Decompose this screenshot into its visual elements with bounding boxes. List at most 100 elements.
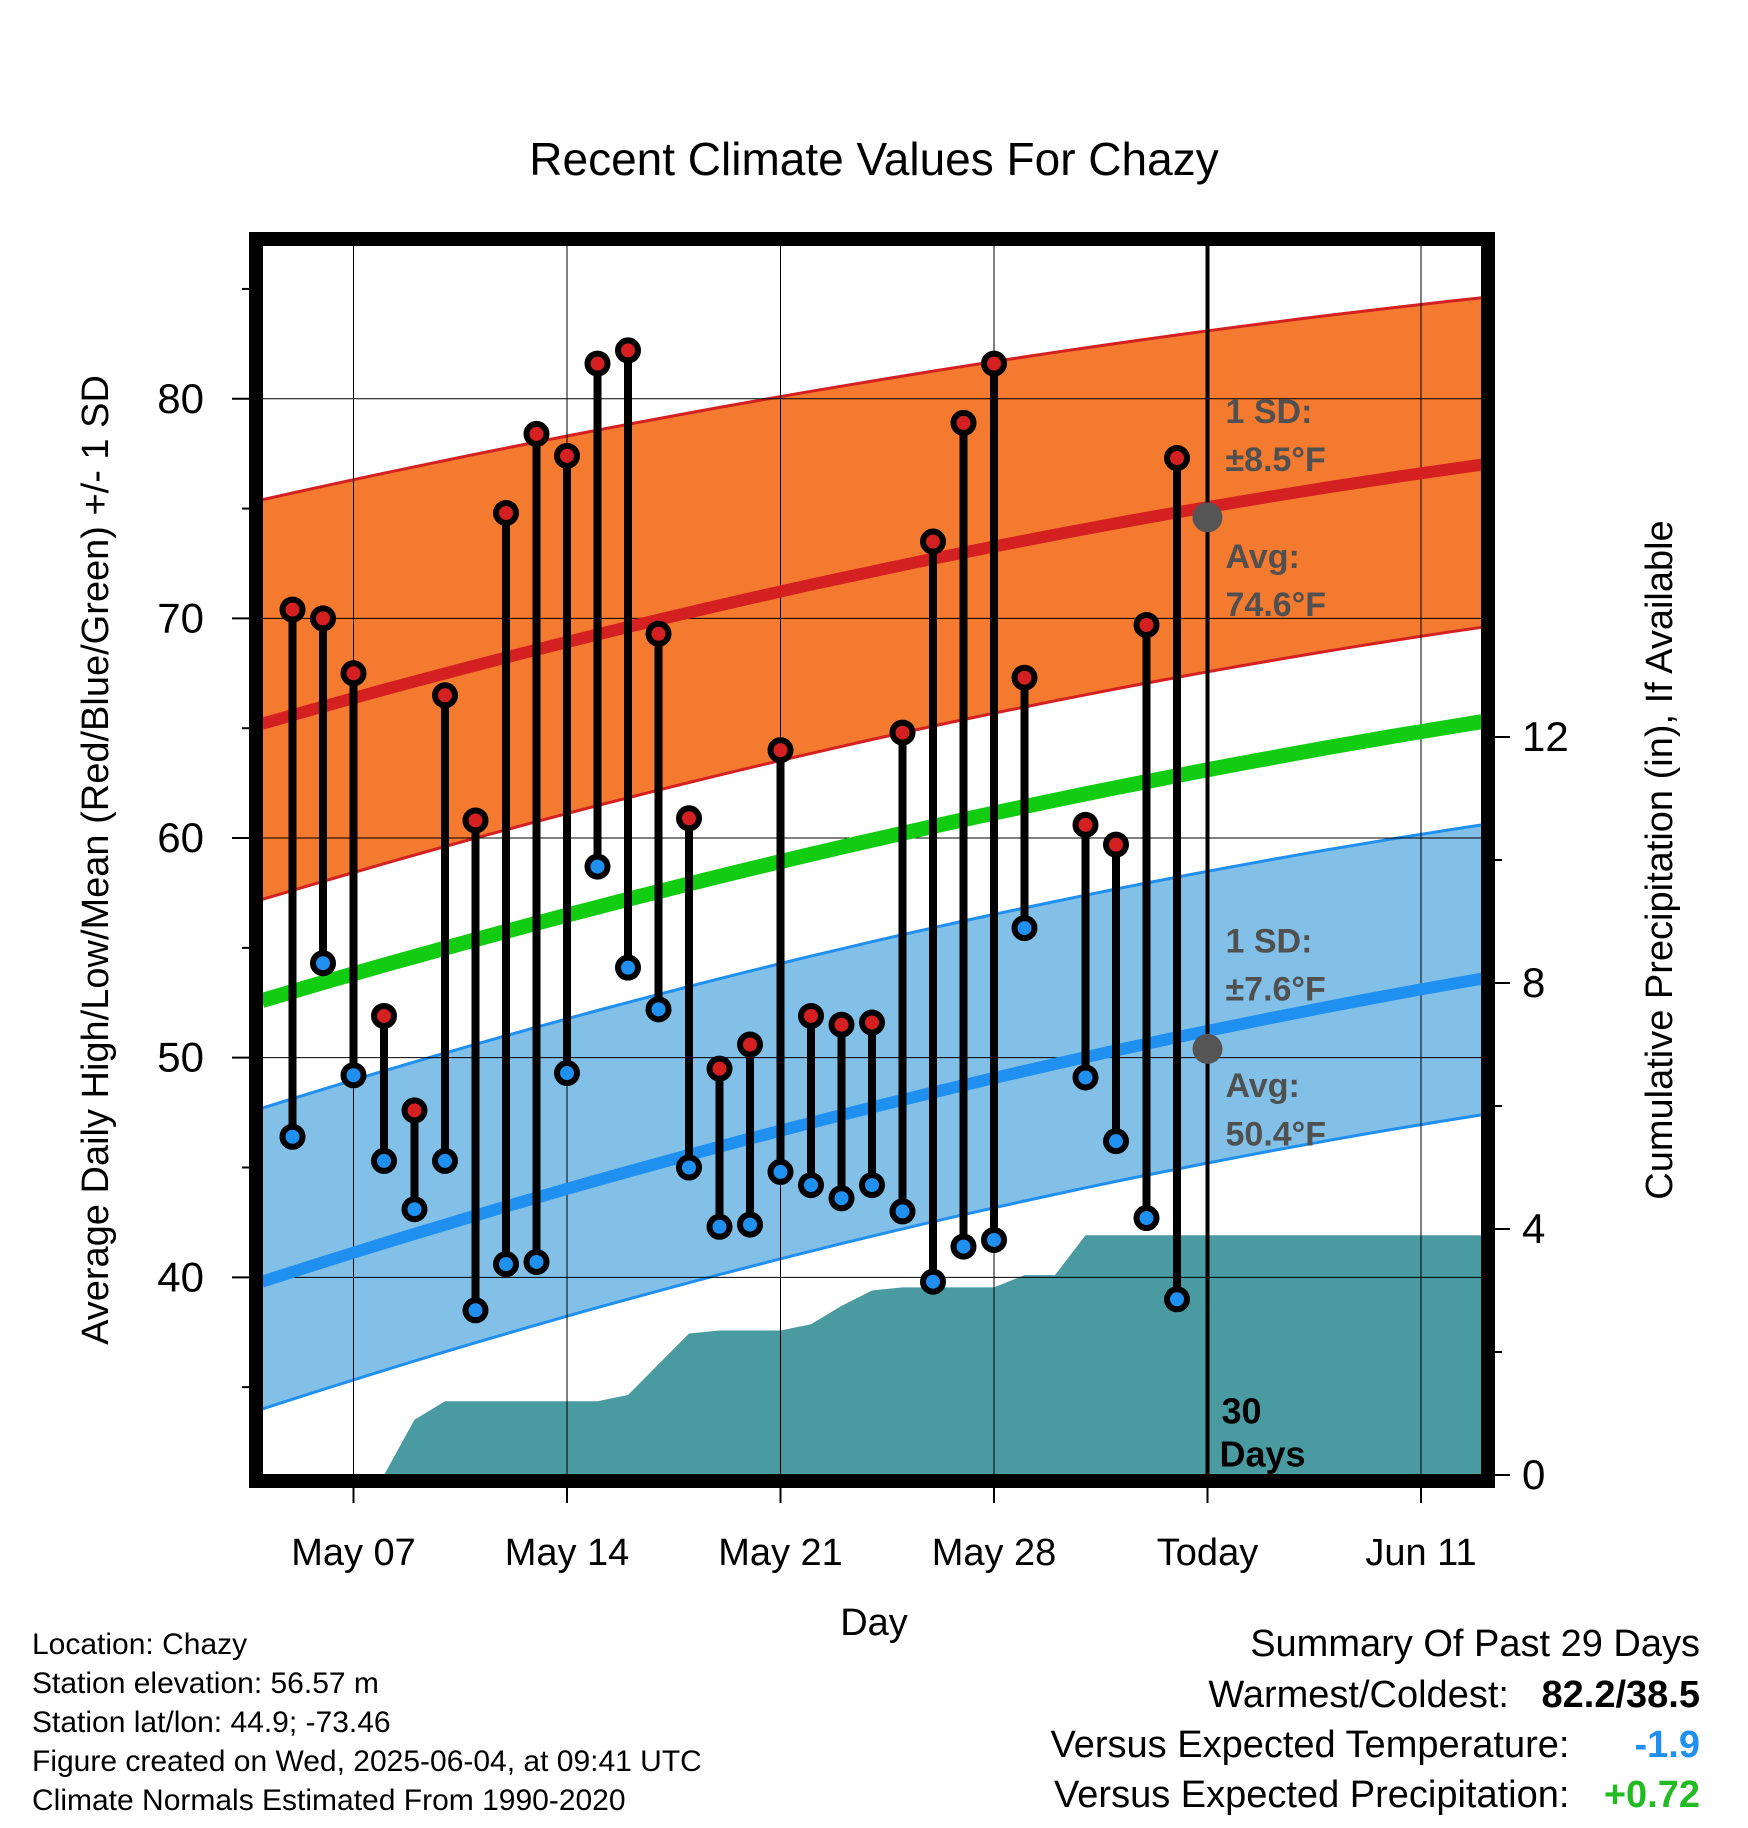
high-point xyxy=(401,1097,428,1124)
today-high-avg-label: Avg: xyxy=(1226,538,1300,576)
high-band-upper-edge xyxy=(262,296,1482,502)
high-point xyxy=(920,528,946,555)
y-left-tick-label: 80 xyxy=(157,375,204,422)
y-axis-left-title: Average Daily High/Low/Mean (Red/Blue/Gr… xyxy=(75,375,117,1345)
low-point xyxy=(1164,1286,1190,1313)
summary-temp-row: Versus Expected Temperature: -1.9 xyxy=(1051,1724,1700,1767)
summary-warmest-label: Warmest/Coldest: xyxy=(1208,1674,1509,1716)
days-label-text: Days xyxy=(1220,1434,1306,1475)
y-axis-right-title: Cumulative Precipitation (in), If Availa… xyxy=(1639,520,1681,1199)
x-tick-label: May 07 xyxy=(291,1532,416,1574)
summary-temp-label: Versus Expected Temperature: xyxy=(1050,1724,1570,1766)
y-right-tick-label: 8 xyxy=(1522,959,1545,1006)
info-location: Location: Chazy xyxy=(32,1628,248,1661)
high-point xyxy=(1164,445,1190,472)
high-point xyxy=(706,1055,733,1082)
low-point xyxy=(584,853,611,880)
x-tick-label: Today xyxy=(1157,1532,1258,1574)
summary-precip-row: Versus Expected Precipitation: +0.72 xyxy=(1054,1774,1700,1817)
low-point xyxy=(493,1251,519,1278)
x-tick-label: May 21 xyxy=(718,1532,843,1574)
y-right-tick-label: 12 xyxy=(1522,713,1569,760)
high-point xyxy=(1103,831,1129,858)
info-created: Figure created on Wed, 2025-06-04, at 09… xyxy=(32,1745,702,1778)
low-point xyxy=(981,1226,1007,1253)
today-high-sd-value: ±8.5°F xyxy=(1226,441,1326,479)
high-point xyxy=(737,1031,763,1058)
high-point xyxy=(981,350,1007,377)
low-point xyxy=(889,1198,916,1225)
high-point xyxy=(432,682,458,709)
low-point xyxy=(737,1211,763,1238)
low-point xyxy=(645,996,672,1023)
high-point xyxy=(1133,611,1160,638)
low-point xyxy=(523,1248,550,1275)
today-low-sd-label: 1 SD: xyxy=(1226,922,1313,960)
low-point xyxy=(554,1060,580,1087)
high-point xyxy=(767,737,794,764)
today-high-avg-marker xyxy=(1192,502,1223,533)
high-band-lower-edge xyxy=(262,625,1482,901)
high-point xyxy=(493,499,519,526)
today-high-avg-value: 74.6°F xyxy=(1226,586,1327,624)
summary-title: Summary Of Past 29 Days xyxy=(1250,1623,1700,1665)
high-point xyxy=(798,1002,824,1029)
high-point xyxy=(889,719,916,746)
high-point xyxy=(1011,664,1038,691)
low-point xyxy=(798,1172,824,1199)
x-tick-label: May 14 xyxy=(505,1532,630,1574)
low-point xyxy=(462,1297,489,1324)
low-point xyxy=(706,1213,733,1240)
today-low-avg-value: 50.4°F xyxy=(1226,1116,1327,1154)
y-left-tick-label: 70 xyxy=(157,594,204,641)
low-point xyxy=(340,1062,367,1089)
x-tick-label: Jun 11 xyxy=(1365,1532,1476,1574)
summary-precip-label: Versus Expected Precipitation: xyxy=(1054,1774,1570,1816)
high-point xyxy=(859,1009,885,1036)
low-point xyxy=(950,1233,977,1260)
y-left-tick-label: 40 xyxy=(157,1253,204,1300)
today-low-avg-label: Avg: xyxy=(1226,1067,1300,1105)
days-label-number: 30 xyxy=(1222,1391,1262,1432)
high-point xyxy=(523,420,550,447)
low-point xyxy=(1103,1128,1129,1155)
high-point xyxy=(584,350,611,377)
high-point xyxy=(1072,811,1099,838)
low-point xyxy=(767,1158,794,1185)
low-band-upper-edge xyxy=(262,823,1482,1110)
low-point xyxy=(676,1154,702,1181)
low-point xyxy=(371,1147,397,1174)
today-low-sd-value: ±7.6°F xyxy=(1226,971,1326,1009)
today-low-avg-marker xyxy=(1192,1033,1223,1064)
low-point xyxy=(615,954,641,981)
high-point xyxy=(950,409,977,436)
low-point xyxy=(432,1147,458,1174)
high-point xyxy=(279,596,306,623)
low-point xyxy=(279,1123,306,1150)
y-right-tick-label: 0 xyxy=(1522,1451,1545,1498)
summary-precip-value: +0.72 xyxy=(1603,1774,1700,1816)
y-left-tick-label: 50 xyxy=(157,1034,204,1081)
high-point xyxy=(645,620,672,647)
y-left-tick-label: 60 xyxy=(157,814,204,861)
x-axis-title: Day xyxy=(840,1602,908,1644)
high-point xyxy=(554,442,580,469)
low-point xyxy=(1072,1064,1099,1091)
y-right-tick-label: 4 xyxy=(1522,1205,1545,1252)
plot-area: 1 SD: ±8.5°F Avg: 74.6°F 1 SD: ±7.6°F Avg: 50.4… xyxy=(157,232,1569,1574)
info-normals-period: Climate Normals Estimated From 1990-2020 xyxy=(32,1784,626,1817)
low-point xyxy=(1133,1205,1160,1232)
high-point xyxy=(462,807,489,834)
today-high-sd-label: 1 SD: xyxy=(1226,393,1313,431)
low-point xyxy=(920,1268,946,1295)
high-point xyxy=(310,605,336,632)
x-tick-label: May 28 xyxy=(932,1532,1057,1574)
high-point xyxy=(340,660,367,687)
high-point xyxy=(371,1002,397,1029)
low-point xyxy=(310,950,336,977)
summary-warmest-row: Warmest/Coldest: 82.2/38.5 xyxy=(1208,1674,1700,1717)
summary-warmest-value: 82.2/38.5 xyxy=(1541,1674,1700,1716)
plot-clip-group xyxy=(262,245,1482,1475)
info-elevation: Station elevation: 56.57 m xyxy=(32,1667,379,1700)
